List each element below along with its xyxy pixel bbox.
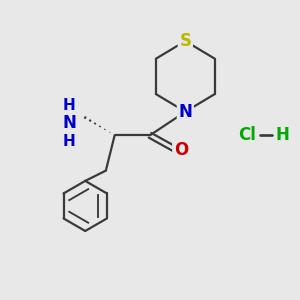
Text: H: H — [63, 98, 75, 113]
Text: O: O — [174, 141, 188, 159]
Text: H: H — [63, 134, 75, 149]
Text: N: N — [178, 103, 192, 121]
Text: Cl: Cl — [238, 126, 256, 144]
Text: S: S — [179, 32, 191, 50]
Text: N: N — [62, 115, 76, 133]
Text: H: H — [276, 126, 289, 144]
